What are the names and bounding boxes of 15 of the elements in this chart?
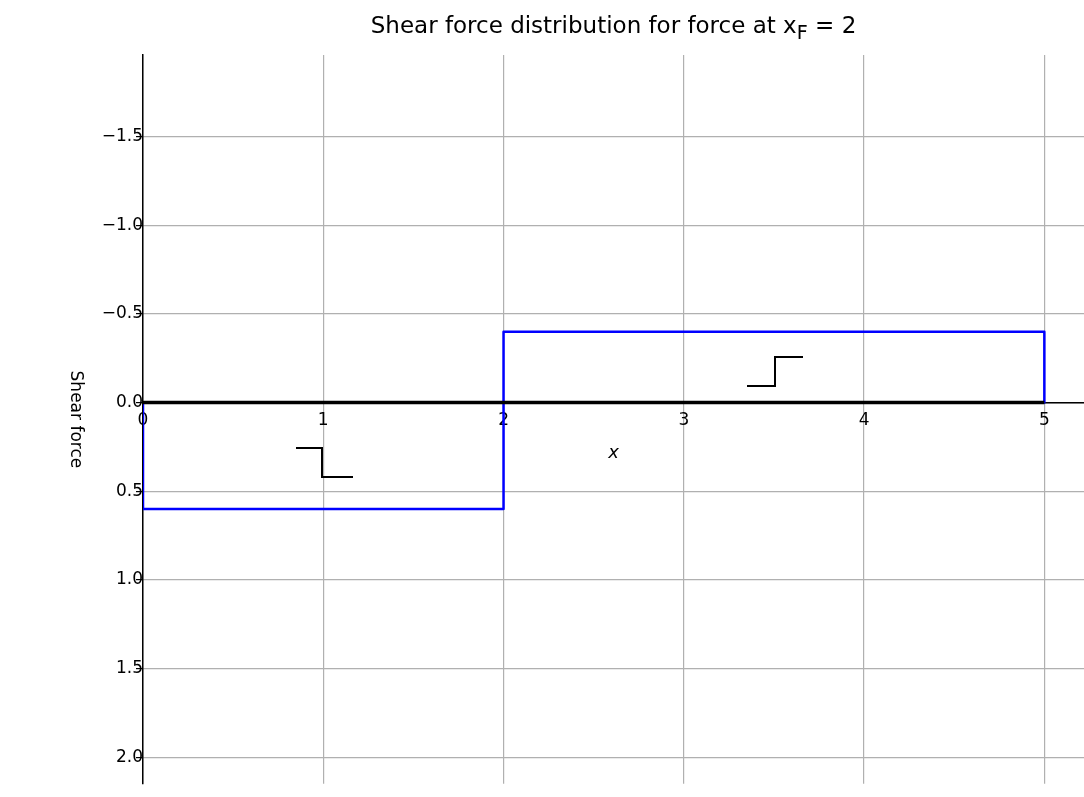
x-axis-title: x xyxy=(607,441,620,463)
y-tick-label: −1.5 xyxy=(101,124,143,145)
y-tick-label: −0.5 xyxy=(101,302,143,323)
y-axis-title: Shear force xyxy=(67,370,88,469)
y-tick-label: 0.5 xyxy=(115,479,143,500)
y-tick-label: 1.5 xyxy=(115,656,143,677)
x-tick-label: 5 xyxy=(1038,409,1050,430)
x-tick-label: 3 xyxy=(678,409,690,430)
chart-title: Shear force distribution for force at x$_{F}$ = 2 xyxy=(369,12,858,44)
y-tick-label: 0.0 xyxy=(115,390,143,411)
y-tick-label: −1.0 xyxy=(101,213,143,234)
x-tick-label: 1 xyxy=(317,409,329,430)
y-tick-label: 1.0 xyxy=(115,568,143,589)
x-tick-label: 4 xyxy=(858,409,870,430)
y-tick-label: 2.0 xyxy=(115,745,143,766)
